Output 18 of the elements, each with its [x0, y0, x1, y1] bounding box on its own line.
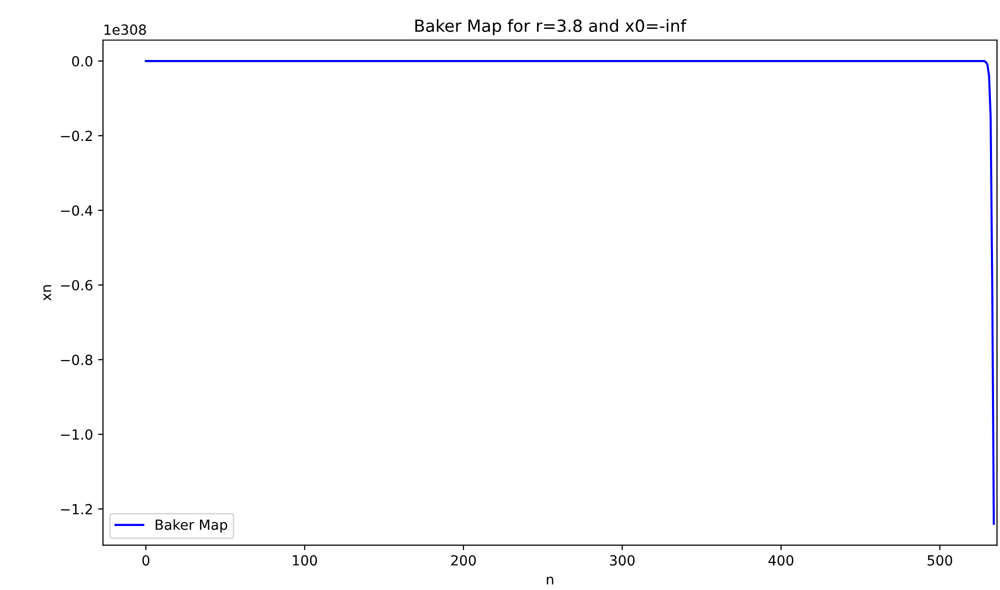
y-tick-label: −1.0: [61, 429, 92, 440]
x-tick-label: 400: [768, 555, 794, 566]
text: 1e308: [104, 24, 146, 35]
x-tick-label: 500: [928, 555, 952, 566]
x-tick-label: 100: [292, 555, 317, 566]
chart-title: Baker Map for r=3.8 and x0=-inf: [415, 19, 687, 36]
x-tick-label: 200: [451, 555, 476, 566]
x-tick-label: 0: [142, 555, 150, 566]
x-tick-label: 300: [610, 555, 635, 566]
y-axis-title: xn: [43, 285, 52, 301]
y-tick-label: −0.2: [61, 130, 92, 142]
x-axis-title: n: [546, 576, 554, 584]
y-tick-label: −0.8: [61, 354, 92, 366]
y-tick-label: −0.4: [61, 205, 92, 216]
y-tick-label: −0.6: [61, 280, 92, 290]
y-tick-label: −1.2: [61, 504, 92, 514]
y-tick-label: 0.0: [72, 56, 92, 66]
legend-label: Baker Map: [156, 519, 228, 533]
